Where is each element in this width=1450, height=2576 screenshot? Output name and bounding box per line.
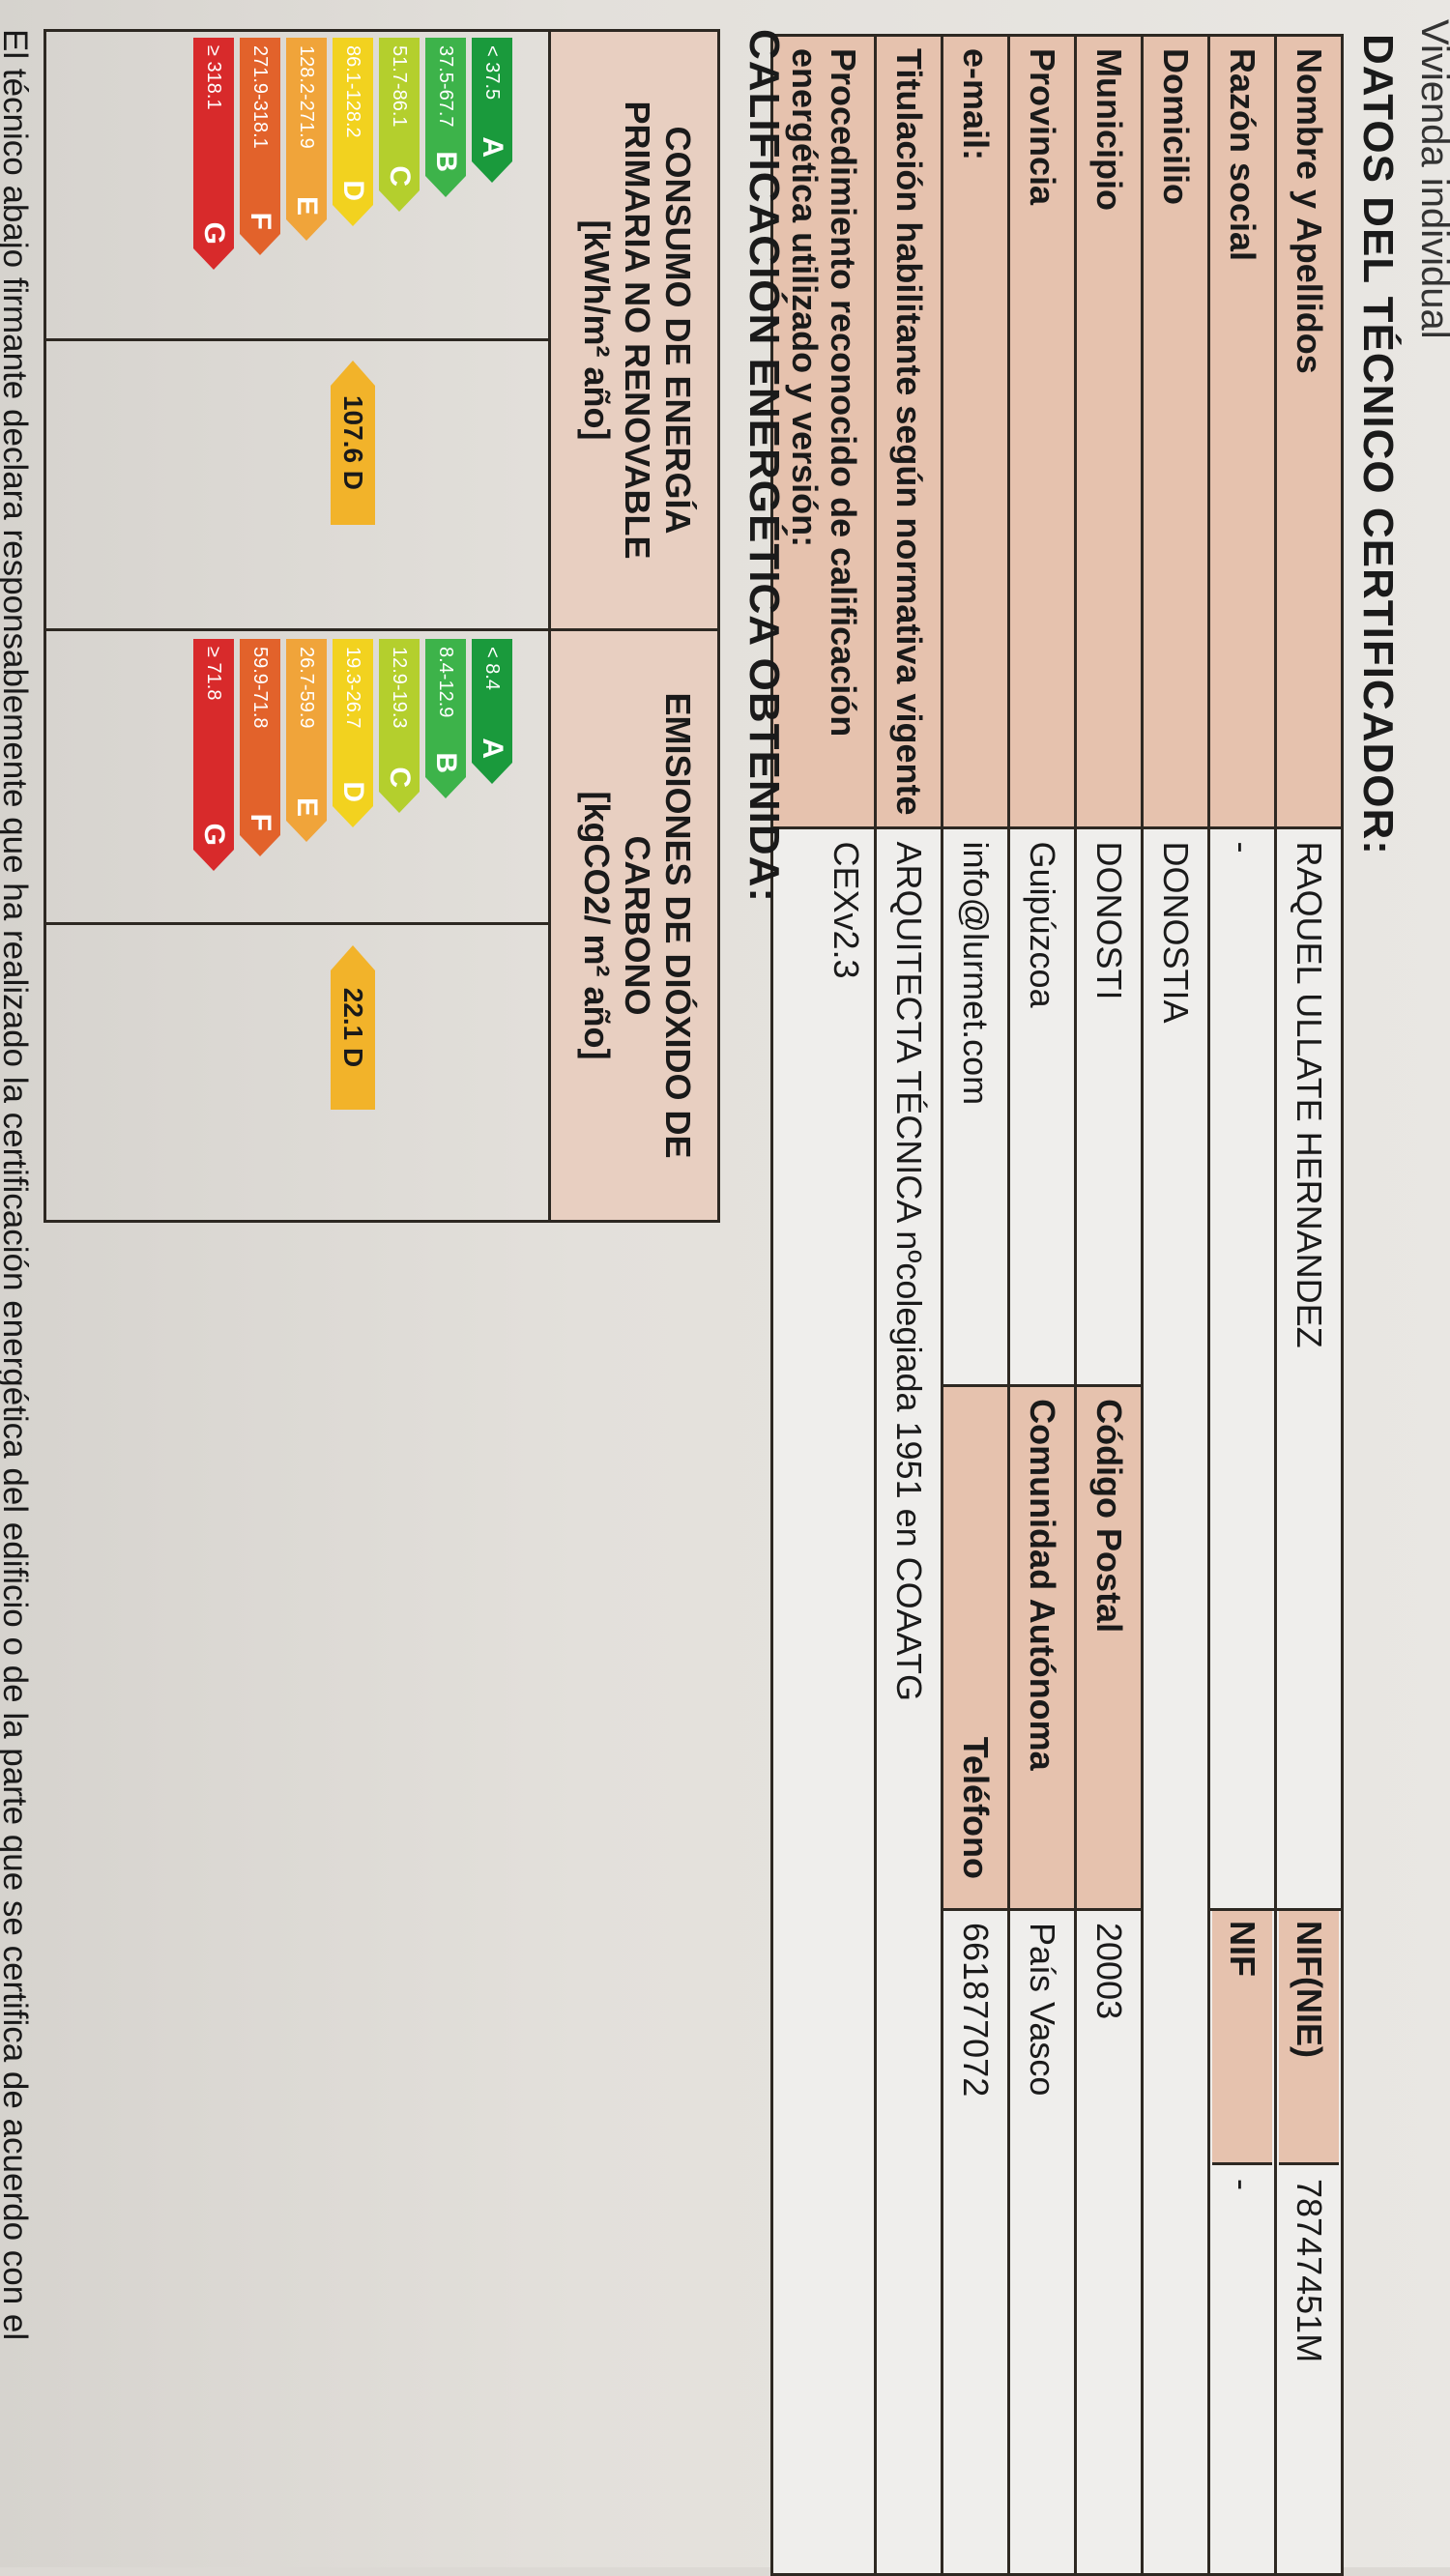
energy-scale-letter: F bbox=[245, 212, 276, 230]
co2-scale-bar-c: 12.9-19.3 C bbox=[379, 639, 420, 813]
qualification-value: ARQUITECTA TÉCNICA nºcolegiada 1951 en C… bbox=[875, 827, 942, 2575]
rating-section-title: CALIFICACIÓN ENERGÉTICA OBTENIDA: bbox=[740, 29, 788, 904]
energy-scale-letter: G bbox=[198, 221, 230, 245]
table-row: Razón social - NIF - bbox=[1208, 35, 1276, 2575]
energy-scale-bar-a: < 37.5 A bbox=[472, 38, 512, 183]
energy-scale-bar-g: ≥ 318.1 G bbox=[193, 38, 234, 270]
energy-heading-unit: [kWh/m² año] bbox=[577, 219, 617, 441]
energy-scale-letter: B bbox=[430, 151, 462, 172]
phone-label: Teléfono bbox=[942, 1385, 1009, 1910]
nif-nie-label: NIF(NIE) bbox=[1279, 1911, 1339, 2166]
qualification-label: Titulación habilitante según normativa v… bbox=[875, 35, 942, 828]
energy-column-heading: CONSUMO DE ENERGÍA PRIMARIA NO RENOVABLE… bbox=[548, 32, 717, 631]
province-value: Guipúzcoa bbox=[1008, 827, 1076, 1386]
co2-scale-letter: F bbox=[245, 813, 276, 831]
co2-scale-letter: G bbox=[198, 823, 230, 846]
table-row: e-mail: info@lurmet.com Teléfono 6618770… bbox=[942, 35, 1009, 2575]
energy-scale-range: 128.2-271.9 bbox=[296, 45, 318, 149]
region-value: País Vasco bbox=[1008, 1909, 1076, 2575]
energy-scale-bar-c: 51.7-86.1 C bbox=[379, 38, 420, 212]
co2-heading-line2: CARBONO bbox=[618, 835, 657, 1016]
co2-heading-unit: [kgCO2/ m² año] bbox=[577, 791, 617, 1060]
table-row: Domicilio DONOSTIA bbox=[1142, 35, 1209, 2575]
co2-scale-bar-d: 19.3-26.7 D bbox=[333, 639, 373, 827]
co2-column-heading: EMISIONES DE DIÓXIDO DE CARBONO [kgCO2/ … bbox=[548, 631, 717, 1220]
table-row: Provincia Guipúzcoa Comunidad Autónoma P… bbox=[1008, 35, 1076, 2575]
municipality-value: DONOSTI bbox=[1075, 827, 1143, 1386]
nif-label: NIF bbox=[1212, 1911, 1272, 2166]
energy-scale-letter: A bbox=[477, 136, 508, 158]
postal-code-label: Código Postal bbox=[1075, 1385, 1143, 1910]
company-value: - bbox=[1208, 827, 1276, 1910]
municipality-label: Municipio bbox=[1075, 35, 1143, 828]
co2-scale-letter: B bbox=[430, 752, 462, 773]
energy-scale-letter: C bbox=[384, 165, 416, 187]
energy-scale-bar-f: 271.9-318.1 F bbox=[240, 38, 280, 255]
co2-scale-letter: D bbox=[337, 781, 369, 802]
co2-scale-range: 26.7-59.9 bbox=[296, 647, 318, 729]
co2-scale-bar-a: < 8.4 A bbox=[472, 639, 512, 784]
co2-scale-bar-b: 8.4-12.9 B bbox=[425, 639, 466, 798]
energy-scale-bar-e: 128.2-271.9 E bbox=[286, 38, 327, 241]
certifier-data-table: Nombre y Apellidos RAQUEL ULLATE HERNAND… bbox=[770, 34, 1344, 2576]
energy-heading-line1: CONSUMO DE ENERGÍA bbox=[658, 126, 698, 535]
co2-scale-letter: C bbox=[384, 767, 416, 788]
co2-scale-range: 59.9-71.8 bbox=[249, 647, 272, 729]
co2-scale-range: 19.3-26.7 bbox=[342, 647, 364, 729]
previous-section-fragment: Vivienda individual bbox=[1413, 19, 1450, 339]
nif-nie-value: 78747451M bbox=[1290, 2179, 1329, 2363]
energy-scale-letter: D bbox=[337, 180, 369, 201]
company-label: Razón social bbox=[1208, 35, 1276, 828]
postal-code-value: 20003 bbox=[1075, 1909, 1143, 2575]
co2-result-indicator: 22.1 D bbox=[331, 945, 375, 1110]
certifier-section-title: DATOS DEL TÉCNICO CERTIFICADOR: bbox=[1354, 34, 1402, 855]
co2-scale-letter: E bbox=[291, 796, 323, 817]
email-value: info@lurmet.com bbox=[942, 827, 1009, 1386]
table-row: Municipio DONOSTI Código Postal 20003 bbox=[1075, 35, 1143, 2575]
rating-box: CONSUMO DE ENERGÍA PRIMARIA NO RENOVABLE… bbox=[44, 29, 720, 1223]
table-row: Nombre y Apellidos RAQUEL ULLATE HERNAND… bbox=[1275, 35, 1343, 2575]
name-label: Nombre y Apellidos bbox=[1275, 35, 1343, 828]
energy-heading-line2: PRIMARIA NO RENOVABLE bbox=[618, 101, 657, 560]
province-label: Provincia bbox=[1008, 35, 1076, 828]
address-label: Domicilio bbox=[1142, 35, 1209, 828]
energy-scale-range: 51.7-86.1 bbox=[389, 45, 411, 128]
energy-scale-range: < 37.5 bbox=[481, 45, 504, 101]
energy-result-indicator: 107.6 D bbox=[331, 361, 375, 525]
co2-scale-bar-e: 26.7-59.9 E bbox=[286, 639, 327, 842]
table-row: Titulación habilitante según normativa v… bbox=[875, 35, 942, 2575]
address-value: DONOSTIA bbox=[1142, 827, 1209, 2575]
co2-scale-range: < 8.4 bbox=[481, 647, 504, 691]
co2-scale-range: ≥ 71.8 bbox=[203, 647, 225, 701]
energy-scale-range: 271.9-318.1 bbox=[249, 45, 272, 149]
co2-scale-bar-f: 59.9-71.8 F bbox=[240, 639, 280, 856]
energy-scale-letter: E bbox=[291, 195, 323, 216]
co2-scale-divider bbox=[44, 922, 551, 925]
phone-value: 661877072 bbox=[942, 1909, 1009, 2575]
energy-scale-bar-d: 86.1-128.2 D bbox=[333, 38, 373, 226]
energy-scale-divider bbox=[44, 338, 551, 341]
energy-scale-bar-b: 37.5-67.7 B bbox=[425, 38, 466, 197]
region-label: Comunidad Autónoma bbox=[1008, 1385, 1076, 1910]
name-value: RAQUEL ULLATE HERNANDEZ bbox=[1275, 827, 1343, 1910]
nif-value: - bbox=[1223, 2179, 1262, 2191]
procedure-value: CEXv2.3 bbox=[771, 827, 876, 2575]
column-divider bbox=[44, 628, 551, 631]
co2-scale-bar-g: ≥ 71.8 G bbox=[193, 639, 234, 871]
co2-scale-range: 12.9-19.3 bbox=[389, 647, 411, 729]
email-label: e-mail: bbox=[942, 35, 1009, 828]
energy-scale-range: ≥ 318.1 bbox=[203, 45, 225, 110]
co2-scale-letter: A bbox=[477, 738, 508, 759]
declaration-text: El técnico abajo firmante declara respon… bbox=[0, 29, 34, 2341]
co2-heading-line1: EMISIONES DE DIÓXIDO DE bbox=[658, 692, 698, 1159]
energy-scale-range: 86.1-128.2 bbox=[342, 45, 364, 138]
co2-scale-range: 8.4-12.9 bbox=[435, 647, 457, 718]
energy-scale-range: 37.5-67.7 bbox=[435, 45, 457, 128]
